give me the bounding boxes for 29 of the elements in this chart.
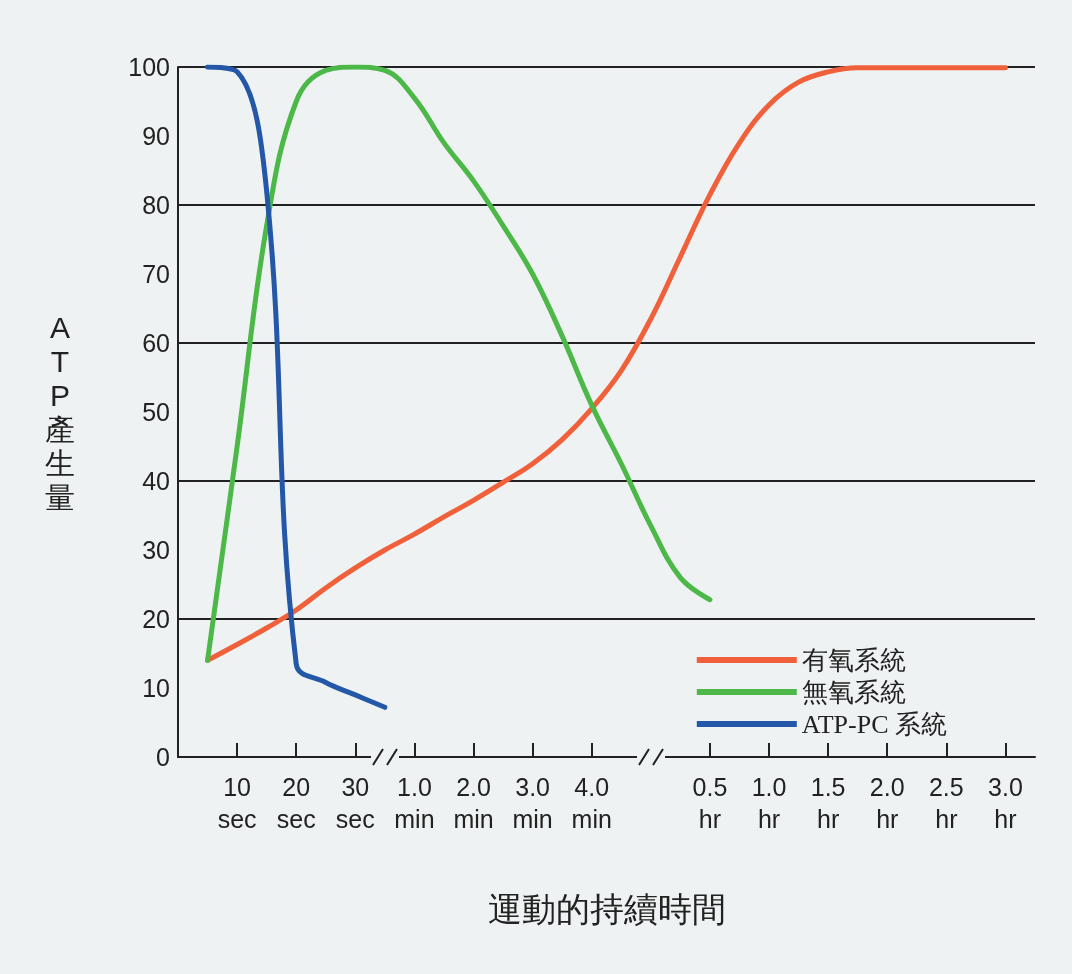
x-tick-label: 1.0 min (394, 773, 435, 833)
x-tick-label: 3.0 min (512, 773, 553, 833)
x-tick-label: 30 sec (335, 773, 375, 833)
x-tick-label: 0.5 hr (692, 773, 728, 833)
y-tick-label: 80 (142, 191, 170, 219)
x-tick-label: 1.0 hr (751, 773, 787, 833)
y-tick-label: 70 (142, 260, 170, 288)
y-tick-label: 0 (156, 743, 170, 771)
x-tick-label: 10 sec (217, 773, 257, 833)
y-tick-label: 100 (128, 53, 170, 81)
y-axis-title: ATP產生量 (45, 310, 75, 514)
y-tick-label: 30 (142, 536, 170, 564)
y-tick-label: 20 (142, 605, 170, 633)
x-tick-label: 20 sec (276, 773, 316, 833)
x-tick-label: 2.5 hr (928, 773, 964, 833)
legend-label: 無氧系統 (801, 677, 906, 707)
x-tick-label: 2.0 hr (869, 773, 905, 833)
y-tick-label: 90 (142, 122, 170, 150)
x-axis-title: 運動的持續時間 (487, 890, 726, 928)
x-tick-label: 4.0 min (571, 773, 612, 833)
x-tick-label: 1.5 hr (810, 773, 846, 833)
y-tick-label: 60 (142, 329, 170, 357)
y-tick-label: 10 (142, 674, 170, 702)
x-tick-label: 3.0 hr (988, 773, 1023, 833)
y-tick-label: 50 (142, 398, 170, 426)
x-tick-label: 2.0 min (453, 773, 494, 833)
y-tick-label: 40 (142, 467, 170, 495)
legend-label: ATP-PC 系統 (801, 709, 948, 739)
legend-label: 有氧系統 (801, 645, 906, 675)
